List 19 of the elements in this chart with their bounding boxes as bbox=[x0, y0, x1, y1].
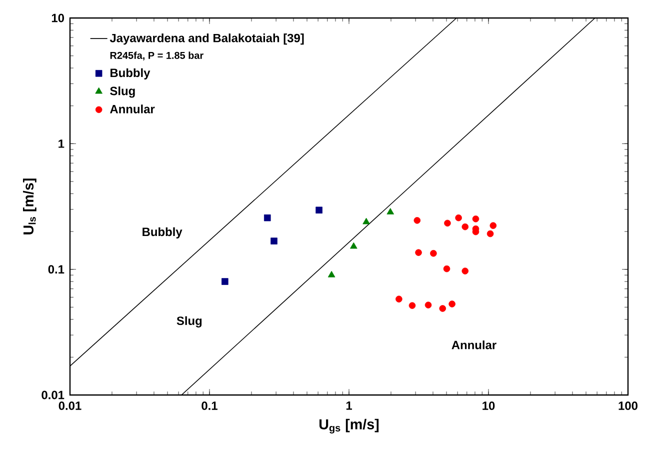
annotation: Slug bbox=[176, 316, 202, 328]
annotation: Bubbly bbox=[142, 227, 182, 238]
y-axis-title: U$_{ls}$ [m/s] bbox=[23, 178, 36, 234]
annotation: R245fa, P = 1.85 bar bbox=[110, 52, 204, 60]
x-axis-title: U$_{gs}$ [m/s] bbox=[319, 418, 379, 434]
x-tick-label: 1 bbox=[346, 402, 352, 410]
y-tick-label: 1 bbox=[58, 140, 64, 148]
x-tick-label: 10 bbox=[482, 402, 495, 410]
x-tick-label: 100 bbox=[618, 402, 638, 410]
legend-label: Jayawardena and Balakotaiah [39] bbox=[110, 34, 304, 45]
y-tick-label: 0.1 bbox=[48, 265, 64, 274]
x-tick-label: 0.01 bbox=[58, 402, 82, 410]
x-tick-label: 0.1 bbox=[202, 402, 218, 410]
annotation: Annular bbox=[452, 340, 496, 350]
legend-label: Slug bbox=[110, 86, 135, 98]
y-tick-label: 10 bbox=[52, 14, 64, 22]
legend-label: Annular bbox=[110, 104, 155, 114]
legend-label: Bubbly bbox=[110, 68, 150, 80]
y-tick-label: 0.01 bbox=[42, 390, 64, 400]
